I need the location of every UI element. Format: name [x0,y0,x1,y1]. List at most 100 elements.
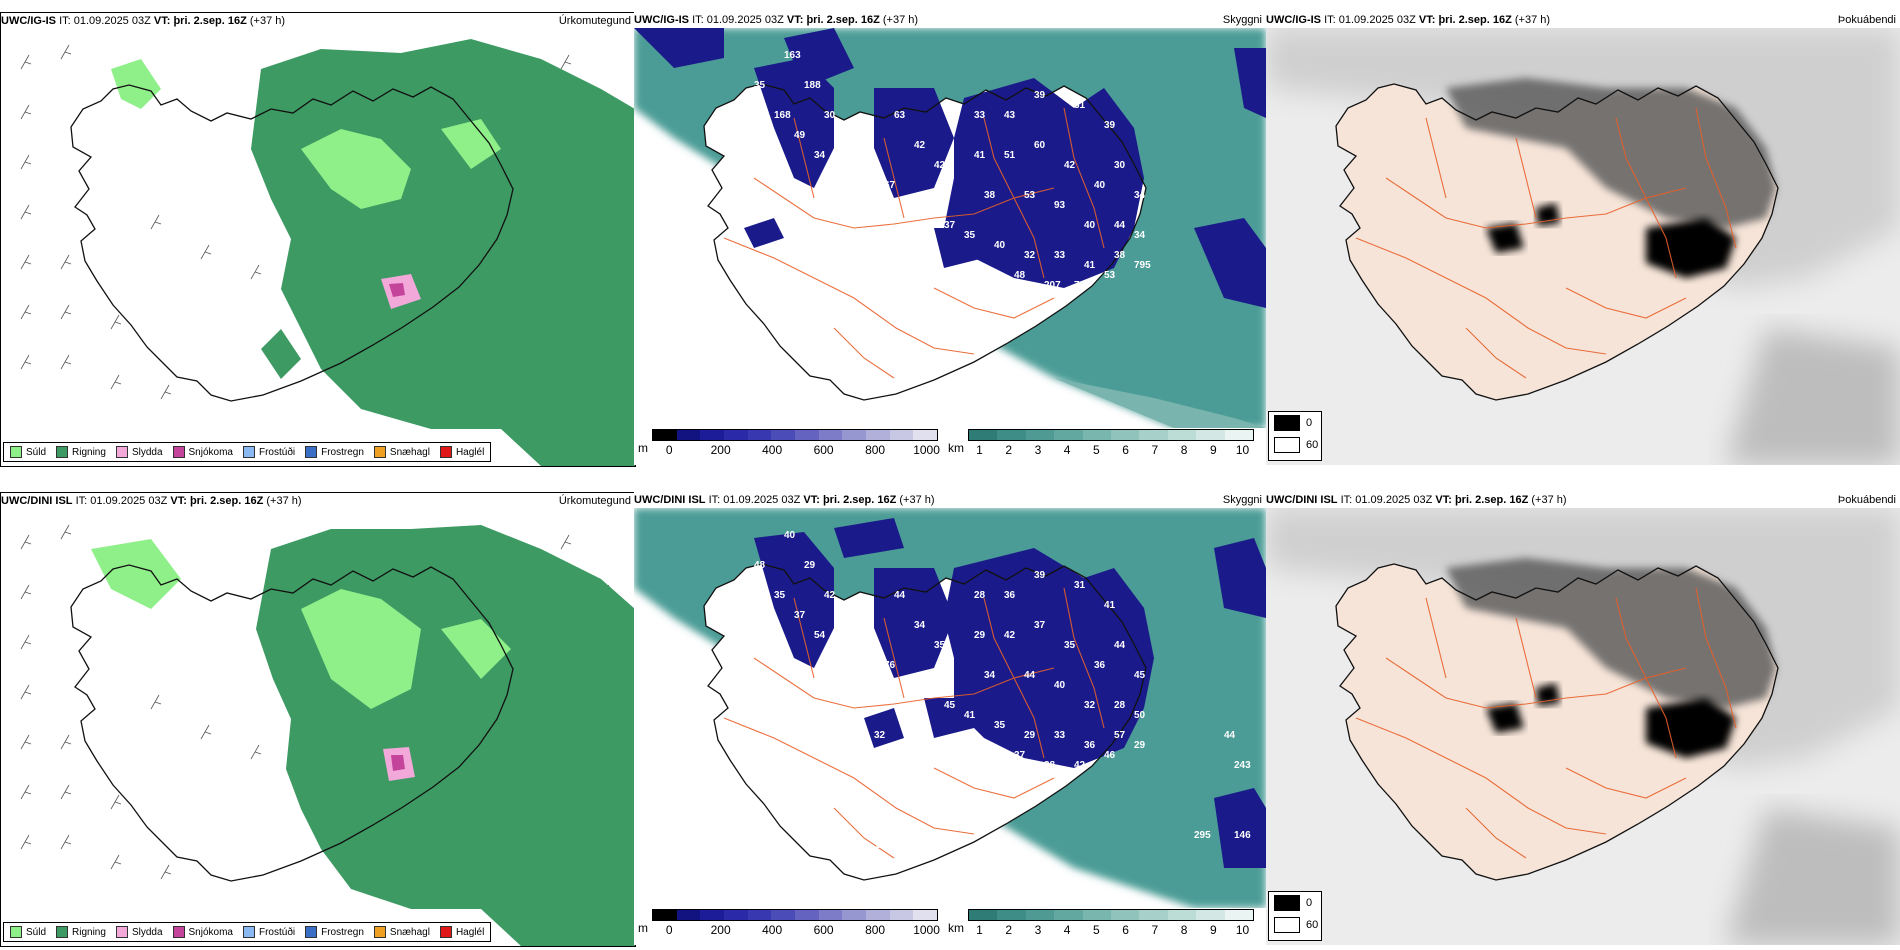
visibility-segment [1167,430,1197,440]
cloud-base-label: 32 [1084,700,1096,711]
cloud-base-label: 243 [1234,760,1251,771]
visibility-tick-label: 5 [1093,923,1100,937]
cloud-base-label: 295 [1194,830,1211,841]
cloud-base-label: 36 [1084,740,1096,751]
visibility-segment [1082,910,1112,920]
precip-panel-bottom: UWC/DINI ISL IT: 01.09.2025 03Z VT: þri.… [0,492,636,947]
cloud-base-label: 93 [1054,200,1066,211]
cloud-base-label: 71 [854,230,866,241]
cloud-unit: m [638,921,648,935]
precip-legend-swatch [305,446,318,458]
fog-panel-top: UWC/IG-IS IT: 01.09.2025 03Z VT: þri. 2.… [1266,12,1900,465]
cloud-segment [676,430,701,440]
cloud-tick-label: 600 [813,443,834,457]
cloud-base-label: 48 [754,560,766,571]
cloud-base-label: 40 [784,530,796,541]
cloud-base-label: 35 [754,80,766,91]
cloud-tick-label: 400 [762,923,783,937]
cloud-base-label: 42 [934,160,946,171]
visibility-segment [1139,910,1168,920]
cloud-tick-label: 0 [665,443,673,457]
cloud-base-label: 42 [824,590,836,601]
cloud-tick-label: 1000 [913,923,940,937]
cloud-segment [818,910,843,920]
vt-label: VT: [1418,14,1436,26]
it-value: 01.09.2025 03Z [90,495,168,507]
cloud-tick-label: 400 [762,443,783,457]
visibility-colorbar: 1 2 3 4 5 6 7 8 9 10 km [948,909,1254,943]
visibility-segment [1139,430,1168,440]
panel-title: Þokuábendi [1837,14,1896,26]
cloud-base-label: 44 [1224,730,1236,741]
cloud-base-label: 29 [1024,730,1036,741]
cloud-base-label: 34 [1134,230,1146,241]
fog-legend: 0 60 [1268,891,1322,941]
precip-legend-item: Súld [10,446,46,458]
fog-swatch-60 [1274,437,1300,453]
visibility-tick-label: 1 [976,443,983,457]
fog-map [1266,28,1900,465]
precip-legend-item: Rigning [56,926,106,938]
fog-swatch-0 [1274,895,1300,911]
cloud-segment [747,910,772,920]
precip-legend-label: Haglél [455,926,485,938]
precip-legend-swatch [439,926,452,938]
panel-title: Skyggni [1222,494,1262,506]
visibility-segment [969,430,998,440]
vt-label: VT: [1435,494,1452,506]
precip-legend-label: Frostúði [258,926,296,938]
it-value: 01.09.2025 03Z [73,15,151,27]
visibility-segment [1082,430,1112,440]
cloud-segment [771,430,796,440]
cloud-segment [889,430,914,440]
visibility-segment [1054,910,1083,920]
precip-legend-item: Frostúði [242,446,295,458]
cloud-base-label: 32 [874,730,886,741]
cloud-segment [724,430,748,440]
cloud-base-label: 49 [794,130,806,141]
fog-panel-bottom: UWC/DINI ISL IT: 01.09.2025 03Z VT: þri.… [1266,492,1900,945]
cloud-base-label: 32 [764,630,776,641]
model-name: UWC/DINI ISL [634,494,706,506]
cloud-base-label: 54 [814,630,826,641]
visibility-tick-label: 9 [1209,443,1217,457]
cloud-base-label: 50 [1134,710,1146,721]
visibility-tick-label: 6 [1122,443,1129,457]
cloud-base-label: 32 [854,710,866,721]
visibility-tick-label: 10 [1235,443,1250,457]
visibility-unit: km [948,441,964,455]
panel-header: UWC/DINI ISL IT: 01.09.2025 03Z VT: þri.… [1,493,635,509]
cloud-base-label: 40 [994,240,1006,251]
cloud-base-label: 44 [1114,220,1126,231]
it-value: 01.09.2025 03Z [1355,494,1433,506]
cloud-base-label: 41 [1104,600,1116,611]
visibility-segment [1224,430,1254,440]
precip-legend-swatch [305,926,318,938]
it-value: 01.09.2025 03Z [723,494,801,506]
cloud-base-label: 42 [914,140,926,151]
cloud-segment [653,910,677,920]
precip-legend-label: Súld [26,926,47,938]
precip-legend-label: Frostregn [321,446,364,458]
cloud-base-label: 28 [974,590,986,601]
cloud-segment [913,430,938,440]
precip-legend-label: Rigning [72,446,106,458]
vt-label: VT: [786,14,804,26]
cloud-base-label: 168 [774,110,791,121]
fog-map [1266,508,1900,945]
visibility-segment [1025,910,1055,920]
cloud-tick-label: 800 [865,923,886,937]
cloud-segment [842,430,867,440]
cloud-segment [866,430,890,440]
cloud-map: 163 35 168 188 30 49 38 34 55 57 63 42 42 33 43 39 31 39 3… [634,28,1266,428]
visibility-segment [1111,430,1140,440]
cloud-segment [700,430,725,440]
cloud-base-label: 35 [994,720,1006,731]
cloud-base-label: 40 [1084,220,1096,231]
cloud-base-label: 133 [874,840,891,851]
cloud-base-label: 42 [1004,630,1016,641]
cloud-base-label: 37 [794,610,806,621]
visibility-tick-label: 6 [1122,923,1129,937]
visibility-tick-label: 7 [1151,923,1159,937]
cloud-base-label: 43 [1004,110,1016,121]
